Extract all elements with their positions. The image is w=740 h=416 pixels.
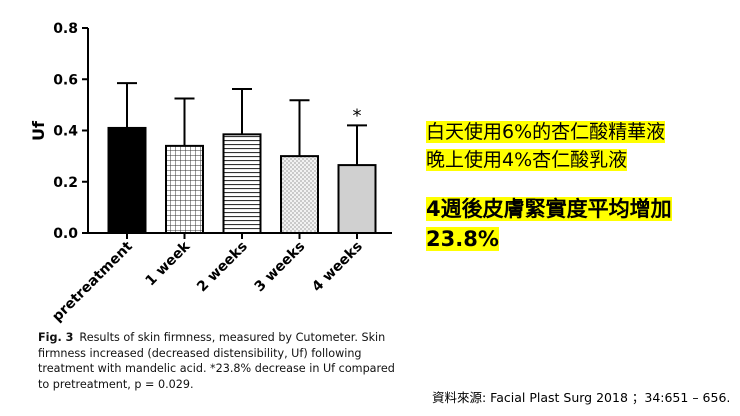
source-citation: 資料來源: Facial Plast Surg 2018 ；34:651 – 6… [432,390,731,405]
bar-pretreatment [107,126,147,234]
y-tick-label: 0.6 [53,72,78,88]
figure-caption: Fig. 3 Results of skin firmness, measured… [38,330,408,392]
y-ticks: 0.0 0.2 0.4 0.6 0.8 [53,21,88,242]
significance-marker: * [353,105,362,126]
bar-4-weeks [337,164,377,234]
result-text: 4週後皮膚緊實度平均增加 [426,197,672,221]
x-tick-label: 2 weeks [194,239,251,296]
x-tick-label: 1 week [143,238,194,289]
x-tick-label: 4 weeks [309,239,366,296]
y-tick-label: 0.8 [53,21,78,37]
x-tick-label: 3 weeks [252,239,309,296]
y-axis-label: Uf [29,120,48,141]
y-tick-label: 0.4 [53,124,78,140]
x-tick-labels: pretreatment 1 week 2 weeks 3 weeks 4 weeks [49,233,366,325]
bar-3-weeks [280,155,319,234]
x-tick-label: pretreatment [49,238,136,325]
figure-label: Fig. 3 [38,331,74,344]
bar-1-week [165,144,204,234]
caption-text: Results of skin firmness, measured by Cu… [38,331,395,391]
usage-day-text: 白天使用6%的杏仁酸精華液 [426,121,666,143]
bar-chart: 0.0 0.2 0.4 0.6 0.8 Uf * pretreatment 1 week 2… [29,21,392,325]
y-tick-label: 0.0 [53,226,78,242]
bar-2-weeks [222,133,262,234]
summary-note: 白天使用6%的杏仁酸精華液 晚上使用4%杏仁酸乳液 4週後皮膚緊實度平均增加 2… [426,118,736,254]
bars: * [107,82,377,234]
result-percent: 23.8% [426,227,499,251]
y-tick-label: 0.2 [53,175,78,191]
usage-night-text: 晚上使用4%杏仁酸乳液 [426,149,628,171]
